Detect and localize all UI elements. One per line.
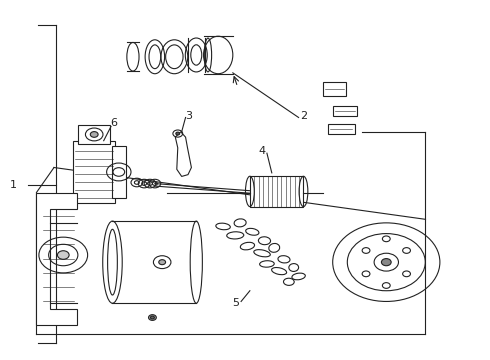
- Bar: [78, 125, 110, 144]
- Polygon shape: [36, 193, 77, 325]
- Bar: [323, 82, 346, 96]
- Bar: [112, 146, 126, 198]
- Circle shape: [148, 315, 156, 320]
- Text: 1: 1: [10, 180, 17, 190]
- Text: 6: 6: [110, 118, 117, 128]
- Circle shape: [150, 316, 154, 319]
- Bar: [250, 176, 303, 207]
- Circle shape: [176, 132, 180, 135]
- Text: 5: 5: [232, 298, 239, 308]
- Circle shape: [381, 258, 391, 266]
- Text: 2: 2: [300, 111, 307, 121]
- Bar: [74, 141, 115, 203]
- Text: 4: 4: [259, 147, 266, 157]
- Bar: [333, 106, 357, 116]
- Circle shape: [159, 260, 166, 265]
- Text: 3: 3: [186, 111, 193, 121]
- Circle shape: [90, 132, 98, 137]
- Circle shape: [57, 251, 69, 259]
- Polygon shape: [175, 132, 192, 176]
- Bar: [328, 123, 355, 134]
